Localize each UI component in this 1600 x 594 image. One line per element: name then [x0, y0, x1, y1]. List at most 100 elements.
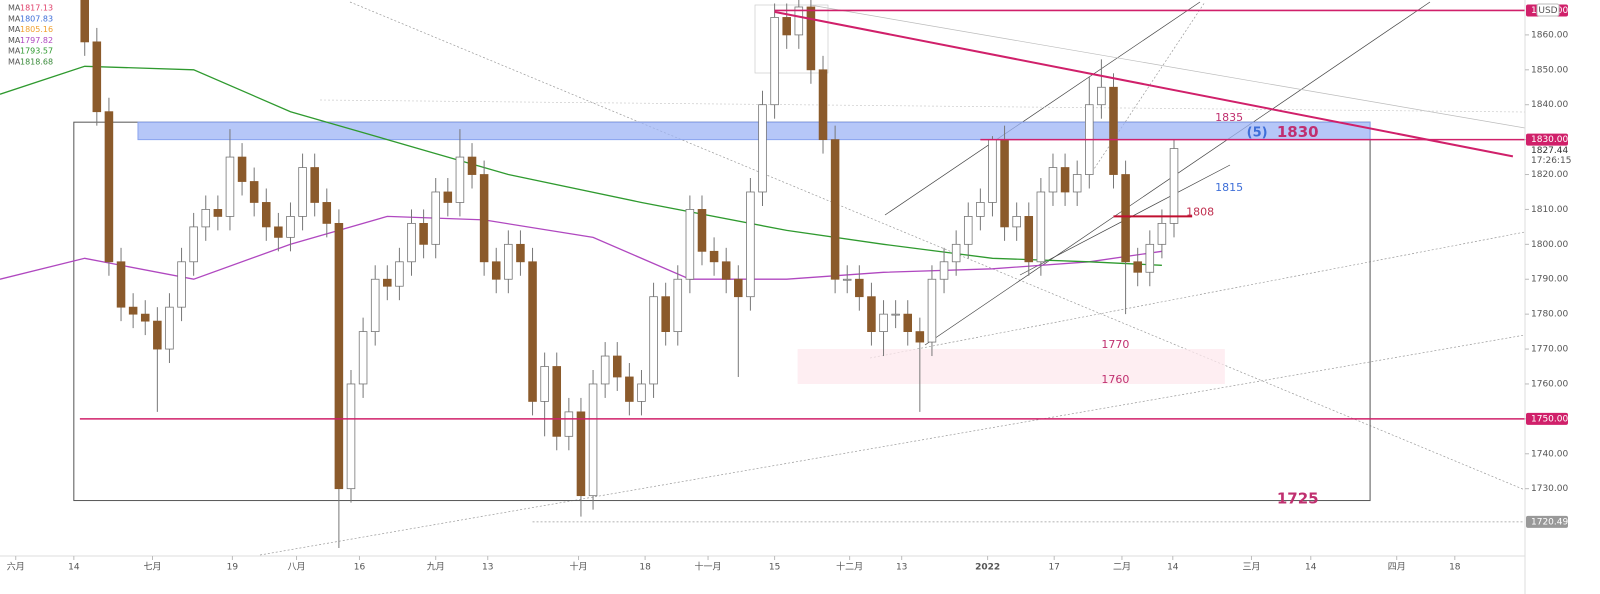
x-tick-label: 15 [769, 563, 780, 573]
x-tick-label: 四月 [1388, 562, 1406, 573]
ma-line [0, 215, 1162, 280]
level-label: 1760 [1101, 373, 1129, 386]
y-tick-label: 1860.00 [1531, 30, 1568, 40]
candle-body [1060, 167, 1070, 193]
candle-body [467, 156, 477, 175]
candle-body [261, 202, 271, 228]
candle-body [1036, 191, 1046, 263]
candle-body [939, 261, 949, 280]
candle-body [963, 216, 973, 245]
x-tick-label: 七月 [143, 562, 161, 573]
price-tag [1526, 412, 1568, 425]
zone [137, 121, 1371, 141]
candle-body [310, 167, 319, 203]
candle-body [225, 156, 235, 217]
candle-body [1000, 139, 1009, 228]
x-tick-label: 二月 [1113, 562, 1131, 573]
candle-body [443, 191, 453, 203]
candle-body [976, 202, 985, 217]
x-tick-label: 2022 [975, 563, 1000, 573]
candle-body [370, 278, 380, 333]
legend-value: 1818.68 [20, 58, 53, 67]
x-tick-label: 19 [227, 563, 239, 573]
wave-label: (5) [1247, 126, 1268, 141]
candle-body [1097, 86, 1106, 106]
candle-body [104, 111, 114, 263]
candle-body [867, 296, 876, 333]
level-label: 1770 [1101, 338, 1129, 351]
candle-body [746, 191, 755, 298]
candles [80, 0, 1179, 549]
legend-label: MA [8, 14, 21, 23]
legend-label: MA [8, 4, 21, 13]
candle-body [1024, 216, 1034, 263]
y-tick-label: 1770.00 [1531, 345, 1568, 355]
zones [73, 121, 1371, 502]
candle-body [818, 69, 828, 141]
x-tick-label: 八月 [288, 562, 306, 573]
candle-body [770, 17, 779, 106]
candle-body [140, 313, 150, 322]
currency: USD [1538, 6, 1557, 16]
x-tick-label: 14 [1305, 563, 1317, 573]
candle-body [830, 139, 840, 280]
candle-body [383, 278, 392, 287]
price-tag-label: 1720.49 [1531, 517, 1568, 527]
candle-body [842, 278, 852, 281]
trendline [774, 10, 1514, 158]
legend-label: MA [8, 36, 21, 45]
trend-line [319, 99, 1526, 113]
price-tag-label: 1830.00 [1531, 135, 1568, 145]
candle-body [903, 313, 913, 333]
price-tag [1526, 133, 1568, 146]
y-tick-label: 1760.00 [1531, 379, 1568, 389]
candle-body [334, 222, 344, 490]
x-tick-label: 13 [482, 563, 493, 573]
candle-body [491, 261, 501, 280]
candle-body [782, 17, 791, 36]
candle-body [697, 209, 707, 252]
candle-body [479, 174, 489, 263]
candle-body [116, 261, 126, 308]
candle-body [758, 104, 767, 193]
candle-body [1133, 261, 1142, 273]
legend-label: MA [8, 47, 21, 56]
x-tick-label: 13 [896, 563, 907, 573]
x-tick-label: 16 [354, 563, 366, 573]
candle-body [165, 306, 174, 350]
candle-body [1145, 243, 1155, 273]
legend-label: MA [8, 25, 21, 34]
candle-body [286, 216, 295, 238]
trend-line [259, 334, 1526, 556]
candle-body [455, 156, 465, 203]
candle-body [1072, 174, 1082, 193]
candle-body [1109, 86, 1118, 175]
candle-body [1121, 174, 1130, 263]
candle-body [721, 261, 731, 280]
candle-body [1048, 167, 1058, 193]
candle-body [794, 6, 804, 36]
candle-body [249, 181, 259, 203]
level-label: 1835 [1215, 111, 1243, 124]
x-tick-label: 18 [639, 563, 651, 573]
candle-body [213, 209, 223, 217]
y-tick-label: 1790.00 [1531, 275, 1568, 285]
y-tick-label: 1820.00 [1531, 170, 1568, 180]
candle-body [685, 209, 695, 280]
price-tag [1526, 515, 1568, 528]
x-tick-label: 18 [1449, 563, 1461, 573]
x-tick-label: 14 [1167, 563, 1179, 573]
candle-body [673, 278, 683, 333]
ma-line [0, 65, 1162, 266]
candle-body [927, 278, 937, 343]
candle-body [516, 243, 525, 263]
y-tick-label: 1810.00 [1531, 205, 1568, 215]
candle-body [1157, 222, 1167, 245]
candle-body [274, 226, 283, 238]
last-price: 1827.44 [1531, 146, 1568, 156]
candle-body [988, 139, 997, 203]
drawing-lines [259, 1, 1526, 556]
